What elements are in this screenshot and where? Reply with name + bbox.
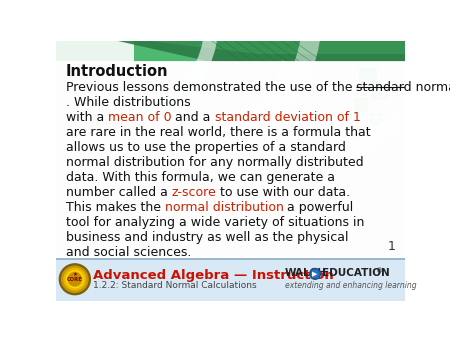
Bar bbox=[359, 68, 376, 84]
Bar bbox=[56, 41, 405, 256]
Text: normal distribution for any normally distributed: normal distribution for any normally dis… bbox=[66, 156, 363, 169]
Circle shape bbox=[69, 273, 81, 285]
Text: z-score: z-score bbox=[171, 186, 216, 199]
Text: and a: and a bbox=[171, 111, 215, 124]
Text: ®: ® bbox=[376, 268, 382, 274]
Text: a powerful: a powerful bbox=[284, 201, 354, 214]
Text: This makes the: This makes the bbox=[66, 201, 165, 214]
Text: standard normal distribution: standard normal distribution bbox=[356, 80, 450, 94]
Circle shape bbox=[68, 272, 82, 286]
Bar bbox=[56, 259, 405, 301]
Text: number called a: number called a bbox=[66, 186, 171, 199]
Text: normal distribution: normal distribution bbox=[165, 201, 284, 214]
Polygon shape bbox=[149, 41, 405, 54]
Bar bbox=[56, 41, 405, 62]
Bar bbox=[56, 259, 405, 260]
Text: business and industry as well as the physical: business and industry as well as the phy… bbox=[66, 231, 348, 244]
Text: and social sciences.: and social sciences. bbox=[66, 246, 191, 259]
Text: Previous lessons demonstrated the use of the: Previous lessons demonstrated the use of… bbox=[66, 80, 356, 94]
Text: data. With this formula, we can generate a: data. With this formula, we can generate… bbox=[66, 171, 334, 184]
Bar bbox=[134, 41, 405, 52]
Text: 1.2.2: Standard Normal Calculations: 1.2.2: Standard Normal Calculations bbox=[94, 281, 257, 290]
Text: extending and enhancing learning: extending and enhancing learning bbox=[285, 281, 417, 290]
Text: tool for analyzing a wide variety of situations in: tool for analyzing a wide variety of sit… bbox=[66, 216, 364, 229]
Text: CORE: CORE bbox=[67, 277, 83, 282]
Bar bbox=[370, 114, 381, 124]
Text: WALCH: WALCH bbox=[285, 268, 327, 279]
Circle shape bbox=[66, 271, 83, 288]
Text: standard deviation of 1: standard deviation of 1 bbox=[215, 111, 361, 124]
Bar bbox=[373, 85, 387, 99]
Bar bbox=[56, 61, 405, 257]
Text: ▶: ▶ bbox=[312, 271, 318, 277]
Polygon shape bbox=[118, 41, 405, 62]
Bar bbox=[134, 41, 405, 62]
Bar bbox=[357, 127, 366, 136]
Text: Introduction: Introduction bbox=[66, 64, 168, 79]
Circle shape bbox=[59, 264, 90, 295]
Text: mean of 0: mean of 0 bbox=[108, 111, 171, 124]
Circle shape bbox=[310, 268, 320, 279]
Circle shape bbox=[311, 270, 319, 278]
Text: to use with our data.: to use with our data. bbox=[216, 186, 350, 199]
Circle shape bbox=[64, 268, 86, 290]
Text: 1: 1 bbox=[388, 240, 396, 253]
Text: allows us to use the properties of a standard: allows us to use the properties of a sta… bbox=[66, 141, 346, 154]
Text: EDUCATION: EDUCATION bbox=[322, 268, 390, 279]
Circle shape bbox=[62, 266, 88, 292]
Text: ★: ★ bbox=[72, 272, 77, 277]
Text: are rare in the real world, there is a formula that: are rare in the real world, there is a f… bbox=[66, 126, 370, 139]
Text: . While distributions: . While distributions bbox=[66, 96, 190, 108]
Text: with a: with a bbox=[66, 111, 108, 124]
Bar bbox=[355, 98, 367, 111]
Text: Advanced Algebra — Instruction: Advanced Algebra — Instruction bbox=[94, 269, 334, 282]
